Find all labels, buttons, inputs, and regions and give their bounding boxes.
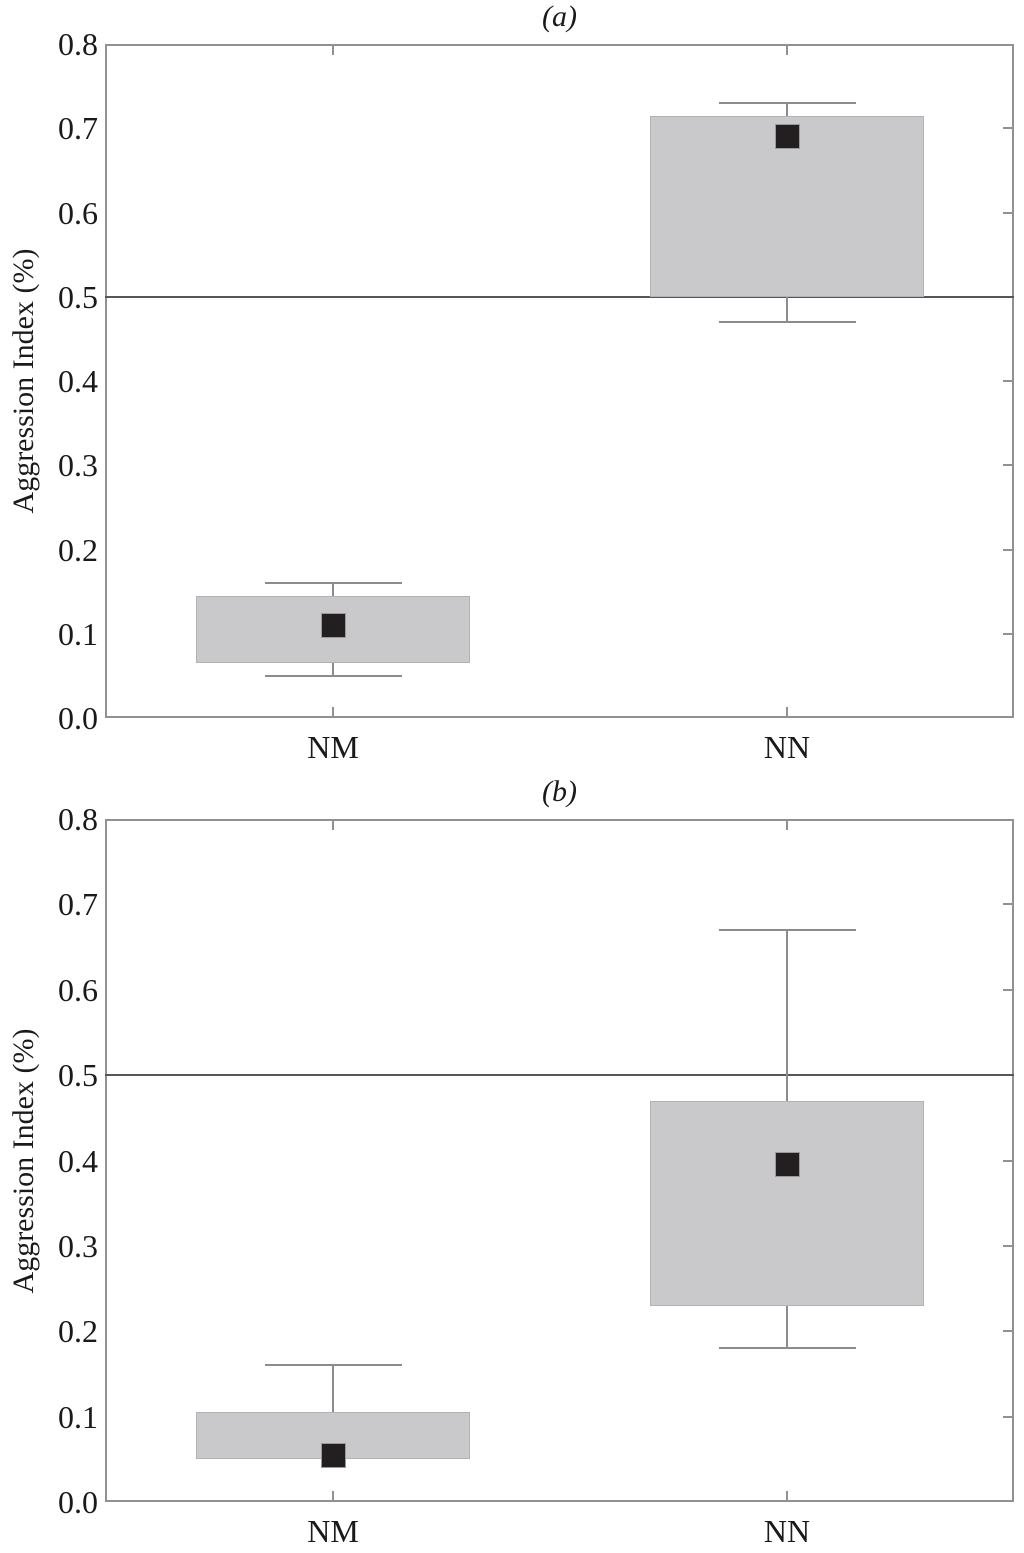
y-tick-label: 0.1 <box>58 615 98 652</box>
y-tick-label: 0.5 <box>58 1057 98 1094</box>
whisker-cap-lower <box>718 321 856 324</box>
category-tick-bottom <box>786 1491 788 1500</box>
y-tick-label: 0.0 <box>58 1484 98 1520</box>
whisker-line-lower <box>786 296 788 323</box>
y-tick-label: 0.8 <box>58 801 98 837</box>
mean-marker-nm <box>320 612 346 638</box>
category-tick-bottom <box>332 707 334 716</box>
y-axis-tick <box>1003 1159 1012 1162</box>
whisker-line-lower <box>332 663 334 676</box>
y-axis-tick <box>1003 1330 1012 1333</box>
whisker-line-upper <box>332 1365 334 1413</box>
mean-marker-nn <box>774 1152 800 1178</box>
plot-area-b <box>105 819 1014 1502</box>
y-axis-tick <box>1003 380 1012 382</box>
whisker-cap-upper <box>264 582 402 585</box>
y-tick-label: 0.3 <box>58 1227 98 1264</box>
y-axis-tick <box>1003 211 1012 214</box>
y-tick-label: 0.7 <box>58 110 98 147</box>
reference-line <box>105 295 1014 298</box>
category-label-nm: NM <box>307 1513 359 1549</box>
whisker-cap-lower <box>718 1347 856 1350</box>
y-axis-tick <box>1003 988 1012 991</box>
category-tick-bottom <box>332 1491 334 1500</box>
y-tick-label: 0.6 <box>58 971 98 1008</box>
y-tick-label: 0.8 <box>58 26 98 62</box>
y-tick-label: 0.4 <box>58 363 98 399</box>
category-tick-top <box>332 46 334 55</box>
category-label-nn: NN <box>763 1513 811 1549</box>
y-tick-label: 0.2 <box>58 1313 98 1350</box>
panel-b-title: (b) <box>542 775 577 808</box>
y-tick-label: 0.1 <box>58 1398 98 1435</box>
whisker-line-lower <box>786 1305 788 1349</box>
y-axis-tick <box>1003 464 1012 467</box>
y-axis-tick <box>1003 632 1012 635</box>
reference-line <box>105 1074 1014 1077</box>
category-tick-top <box>786 821 788 830</box>
whisker-cap-upper <box>264 1364 402 1367</box>
panel-a-title: (a) <box>542 0 577 33</box>
y-axis-tick <box>1003 127 1012 130</box>
y-axis-tick <box>1003 548 1012 551</box>
whisker-line-upper <box>332 583 334 596</box>
y-axis-tick <box>1003 1415 1012 1418</box>
y-tick-label: 0.7 <box>58 886 98 923</box>
y-axis-tick <box>1003 903 1012 906</box>
whisker-cap-lower <box>264 674 402 677</box>
y-tick-label: 0.6 <box>58 194 98 231</box>
mean-marker-nn <box>774 124 800 150</box>
whisker-line-upper <box>786 929 788 1101</box>
y-tick-label: 0.5 <box>58 278 98 315</box>
whisker-line-upper <box>786 102 788 116</box>
whisker-cap-upper <box>718 928 856 931</box>
y-tick-label: 0.3 <box>58 447 98 484</box>
mean-marker-nm <box>320 1442 346 1468</box>
category-label-nm: NM <box>307 729 359 765</box>
category-tick-top <box>786 46 788 55</box>
box-nn <box>650 1100 924 1306</box>
category-tick-bottom <box>786 707 788 716</box>
plot-area-a <box>105 44 1014 718</box>
y-tick-label: 0.0 <box>58 700 98 736</box>
whisker-cap-upper <box>718 101 856 104</box>
y-axis-tick <box>1003 1244 1012 1247</box>
category-label-nn: NN <box>763 729 811 765</box>
y-tick-label: 0.2 <box>58 531 98 568</box>
category-tick-top <box>332 821 334 830</box>
y-tick-label: 0.4 <box>58 1142 98 1179</box>
